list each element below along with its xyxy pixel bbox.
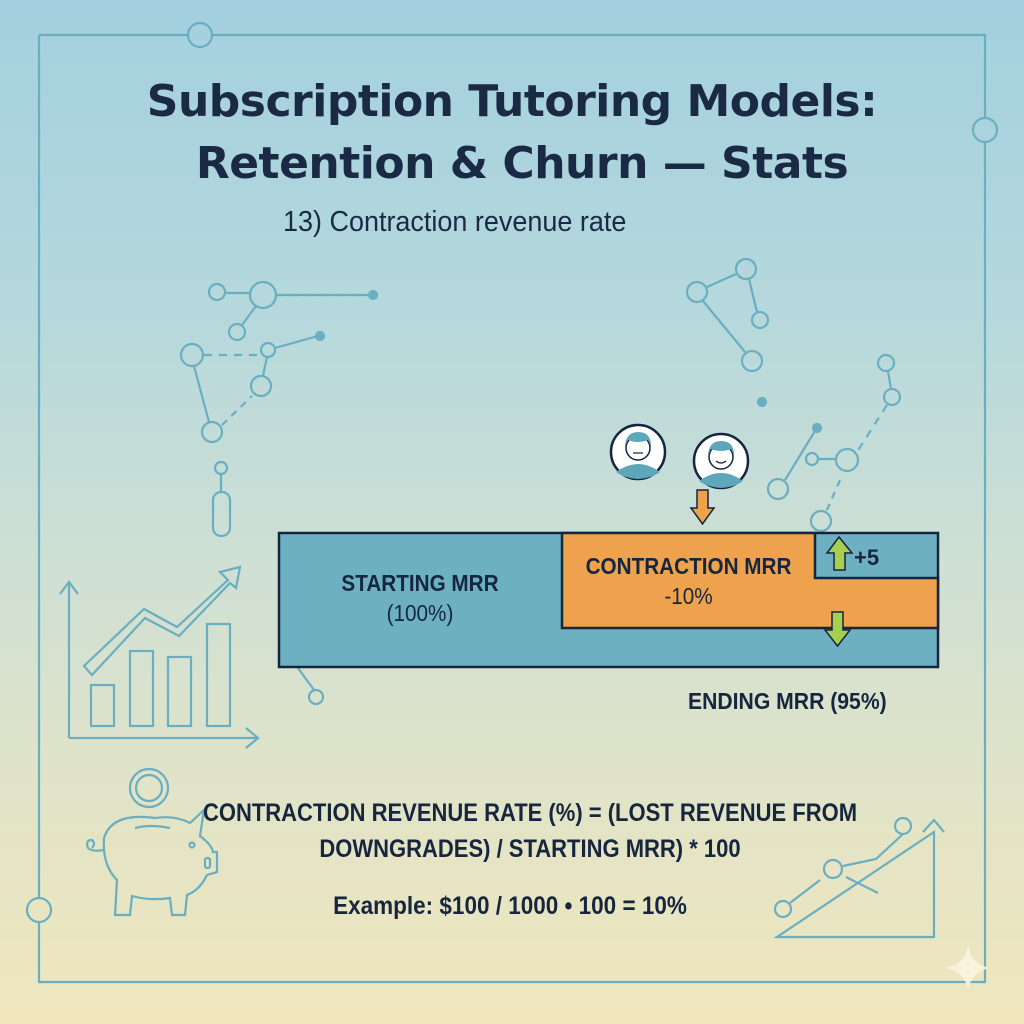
starting-mrr-label: STARTING MRR (100%) bbox=[312, 568, 528, 628]
up-arrow-icon bbox=[825, 535, 854, 571]
starting-mrr-title: STARTING MRR bbox=[341, 570, 499, 596]
contraction-mrr-label: CONTRACTION MRR -10% bbox=[578, 551, 799, 611]
example-text: Example: $100 / 1000 • 100 = 10% bbox=[333, 892, 687, 920]
bar-chart-growth-icon bbox=[59, 565, 260, 749]
formula-text: CONTRACTION REVENUE RATE (%) = (LOST REV… bbox=[196, 795, 865, 867]
contraction-mrr-value: -10% bbox=[664, 583, 713, 609]
contraction-mrr-bar bbox=[560, 531, 940, 630]
down-arrow-icon bbox=[689, 489, 716, 526]
user-avatar-icon bbox=[692, 432, 750, 490]
starting-mrr-value: (100%) bbox=[386, 600, 454, 626]
ending-mrr-label: ENDING MRR (95%) bbox=[688, 688, 887, 714]
frame-border bbox=[25, 21, 999, 984]
down-arrow-icon bbox=[823, 611, 852, 648]
network-node-icon bbox=[179, 280, 379, 538]
page-title: Subscription Tutoring Models: bbox=[146, 76, 878, 127]
line-chart-icon bbox=[773, 816, 945, 939]
page-title-line2: Retention & Churn — Stats bbox=[195, 138, 849, 189]
formula-line1: CONTRACTION REVENUE RATE (%) = (LOST REV… bbox=[202, 799, 858, 827]
user-avatar-icon bbox=[609, 423, 667, 481]
expansion-label: +5 bbox=[854, 545, 880, 570]
sparkle-icon bbox=[945, 945, 991, 991]
contraction-mrr-title: CONTRACTION MRR bbox=[585, 553, 792, 579]
piggy-bank-icon bbox=[86, 767, 219, 917]
network-node-icon bbox=[685, 257, 902, 533]
section-subtitle: 13) Contraction revenue rate bbox=[283, 206, 627, 238]
formula-line2: DOWNGRADES) / STARTING MRR) * 100 bbox=[319, 835, 741, 863]
